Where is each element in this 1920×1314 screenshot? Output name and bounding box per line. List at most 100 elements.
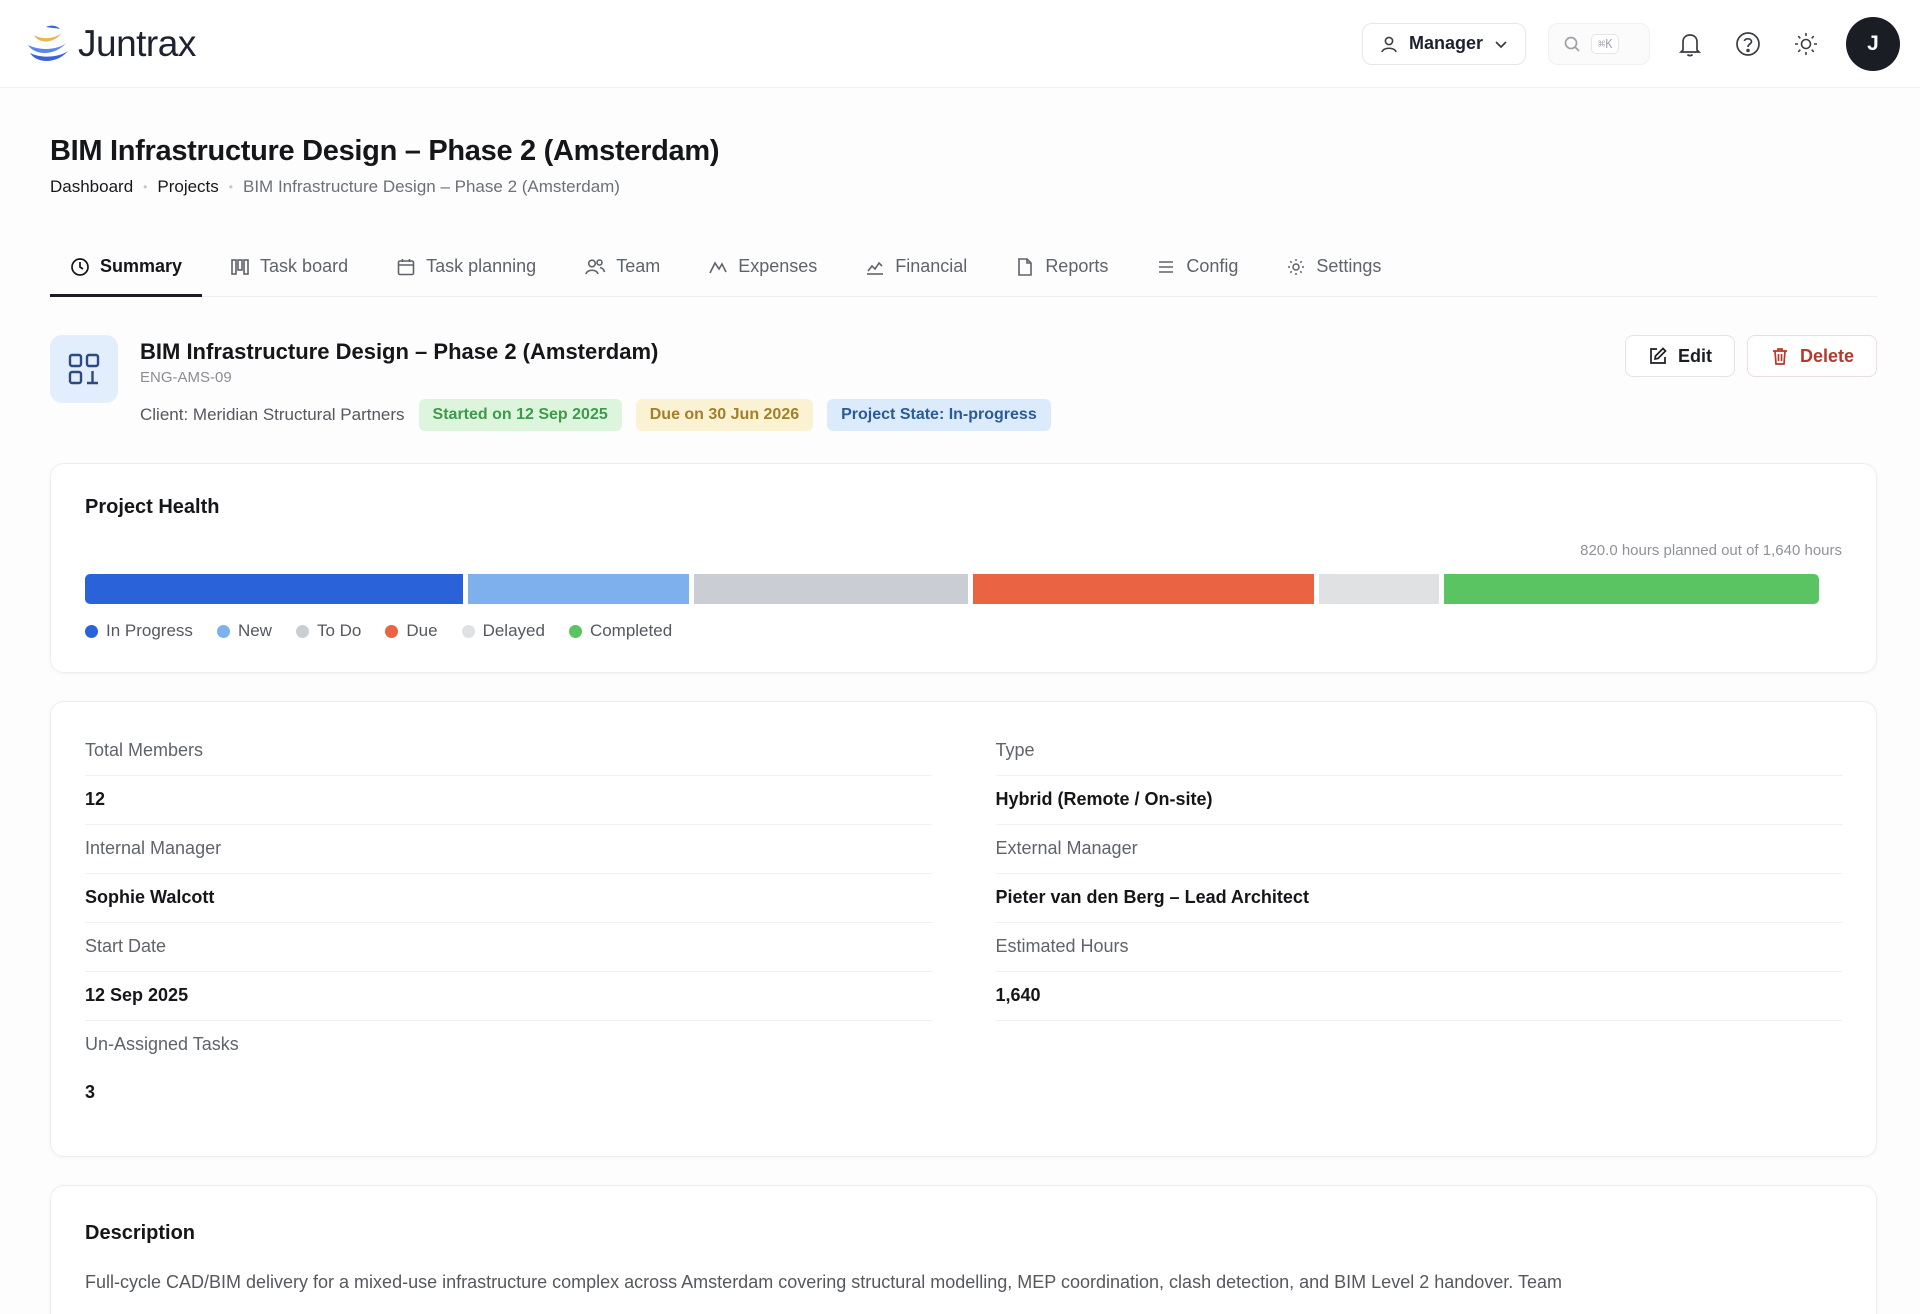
breadcrumb: Dashboard • Projects • BIM Infrastructur… [50, 177, 1877, 197]
clock-icon [71, 257, 89, 276]
expenses-icon [709, 260, 727, 273]
detail-value-row: Hybrid (Remote / On-site) [995, 776, 1842, 825]
detail-label-row: Estimated Hours [995, 923, 1842, 972]
theme-toggle-button[interactable] [1788, 26, 1824, 62]
health-segment-due [972, 574, 1315, 604]
detail-value-row: 3 [85, 1069, 932, 1117]
search-shortcut: ⌘K [1591, 33, 1620, 54]
page-title: BIM Infrastructure Design – Phase 2 (Ams… [50, 135, 720, 167]
tab-label: Task planning [426, 256, 537, 276]
legend-item-due: Due [385, 621, 438, 641]
project-health-card: Project Health 820.0 hours planned out o… [50, 463, 1877, 673]
detail-label-row: External Manager [995, 825, 1842, 874]
detail-label-row: Un-Assigned Tasks [85, 1021, 932, 1069]
detail-label-row: Internal Manager [85, 825, 932, 874]
document-icon [1018, 257, 1033, 276]
user-avatar[interactable]: J [1846, 16, 1900, 71]
breadcrumb-separator: • [143, 180, 148, 194]
legend-dot [568, 624, 582, 638]
health-progress-bar [85, 574, 1842, 604]
project-code: ENG-AMS-09 [140, 369, 232, 386]
project-name: BIM Infrastructure Design – Phase 2 (Ams… [140, 339, 659, 364]
project-client: Client: Meridian Structural Partners [140, 405, 405, 424]
search-icon [1564, 36, 1580, 52]
type-label: Type [995, 740, 1035, 760]
tab-task-board[interactable]: Task board [210, 237, 368, 296]
internal-manager-label: Internal Manager [85, 838, 222, 858]
delete-button[interactable]: Delete [1746, 335, 1877, 377]
bell-icon [1678, 33, 1702, 56]
tab-settings[interactable]: Settings [1266, 237, 1401, 296]
help-button[interactable] [1730, 26, 1766, 62]
project-tabs: Summary Task board Task planning Team Ex… [50, 237, 1877, 297]
legend-label: Delayed [482, 621, 545, 640]
project-state-badge: Project State: In-progress [827, 399, 1051, 431]
tab-label: Task board [260, 256, 349, 276]
project-icon [50, 335, 118, 403]
health-segment-delayed [1319, 574, 1439, 604]
tab-task-planning[interactable]: Task planning [376, 237, 556, 296]
unassigned-tasks-label: Un-Assigned Tasks [85, 1034, 239, 1054]
tab-financial[interactable]: Financial [845, 237, 987, 296]
detail-value-row: Pieter van den Berg – Lead Architect [995, 874, 1842, 923]
role-label: Manager [1408, 33, 1483, 53]
legend-item-completed: Completed [568, 621, 673, 641]
tab-team[interactable]: Team [564, 237, 680, 296]
breadcrumb-current: BIM Infrastructure Design – Phase 2 (Ams… [243, 177, 620, 196]
tab-summary[interactable]: Summary [50, 237, 203, 297]
tab-label: Expenses [738, 256, 818, 276]
external-manager-label: External Manager [995, 838, 1138, 858]
project-health-title: Project Health [85, 496, 220, 518]
edit-button[interactable]: Edit [1624, 335, 1735, 377]
legend-label: Completed [589, 621, 673, 640]
app-logo[interactable]: Juntrax [26, 23, 196, 65]
detail-value-row: 12 Sep 2025 [85, 972, 932, 1021]
details-right-column: Type Hybrid (Remote / On-site) External … [995, 740, 1842, 1118]
project-details-card: Total Members 12 Internal Manager Sophie… [50, 701, 1877, 1157]
planned-hours-note: 820.0 hours planned out of 1,640 hours [1580, 542, 1842, 559]
notifications-button[interactable] [1672, 26, 1708, 62]
tab-label: Reports [1045, 256, 1109, 276]
sun-gear-icon [1288, 258, 1305, 275]
user-icon [1381, 36, 1397, 52]
description-title: Description [85, 1222, 196, 1244]
legend-dot [295, 624, 309, 638]
project-actions: Edit Delete [1624, 335, 1877, 377]
legend-label: In Progress [106, 621, 193, 640]
start-date-label: Start Date [85, 936, 167, 956]
tab-label: Financial [895, 256, 968, 276]
legend-label: New [237, 621, 272, 640]
board-icon [231, 258, 249, 275]
project-header: BIM Infrastructure Design – Phase 2 (Ams… [50, 335, 1877, 431]
details-left-column: Total Members 12 Internal Manager Sophie… [85, 740, 932, 1118]
tab-expenses[interactable]: Expenses [688, 237, 837, 296]
tab-reports[interactable]: Reports [995, 237, 1128, 296]
external-manager-value: Pieter van den Berg – Lead Architect [995, 887, 1309, 907]
juntrax-logo-icon [28, 25, 68, 61]
search-button[interactable]: ⌘K [1548, 22, 1650, 65]
detail-value-row: 12 [85, 776, 932, 825]
health-segment-new [467, 574, 690, 604]
help-icon [1736, 31, 1760, 56]
health-legend: In Progress New To Do Due Delayed Completed [85, 621, 672, 641]
legend-item-to-do: To Do [295, 621, 361, 641]
breadcrumb-dashboard[interactable]: Dashboard [50, 177, 134, 196]
estimated-hours-value: 1,640 [995, 985, 1041, 1005]
tab-config[interactable]: Config [1136, 237, 1258, 296]
tab-label: Summary [100, 256, 183, 276]
chart-icon [867, 261, 884, 275]
chevron-down-icon [1495, 40, 1507, 48]
breadcrumb-projects[interactable]: Projects [157, 177, 219, 196]
list-icon [1159, 260, 1174, 273]
legend-label: Due [406, 621, 438, 640]
legend-item-in-progress: In Progress [85, 621, 193, 641]
legend-item-new: New [216, 621, 272, 641]
delete-label: Delete [1799, 345, 1854, 366]
edit-icon [1650, 347, 1667, 364]
legend-dot [85, 624, 98, 638]
role-selector[interactable]: Manager [1361, 22, 1526, 65]
total-members-label: Total Members [85, 740, 204, 760]
health-segment-in-progress [85, 574, 463, 604]
top-bar: Juntrax Manager ⌘K [0, 0, 1920, 88]
detail-label-row: Total Members [85, 740, 932, 776]
